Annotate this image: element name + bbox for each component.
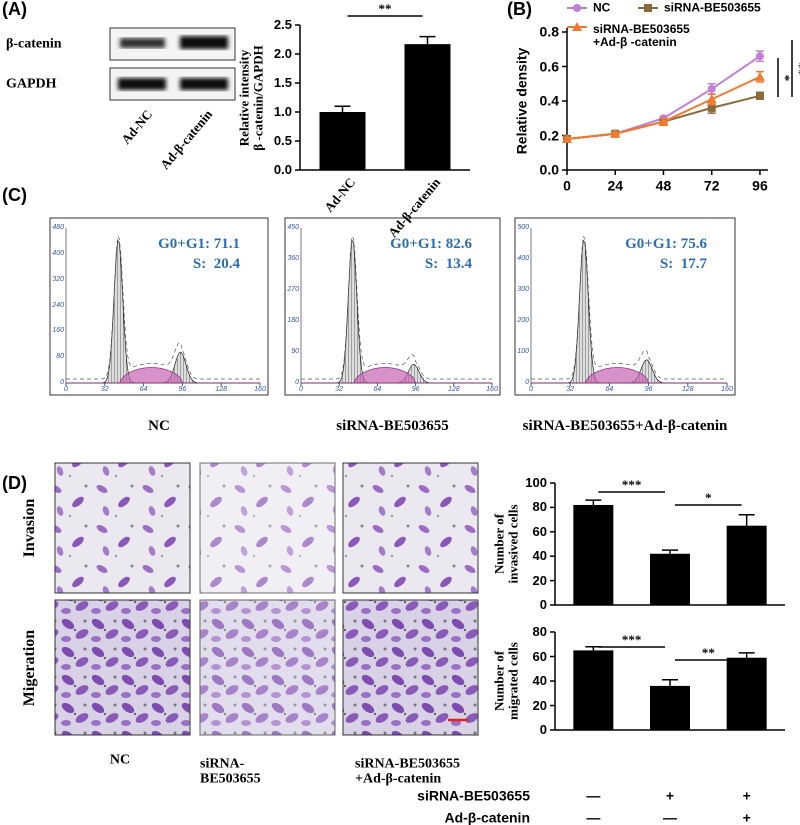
error-bar (334, 105, 351, 112)
bar (573, 504, 614, 605)
flow-frame (284, 217, 501, 396)
bar (319, 112, 366, 170)
flow-frame (514, 217, 736, 396)
marker (562, 133, 572, 143)
bar (650, 685, 690, 730)
western-blot (109, 27, 236, 101)
flow-fit (531, 235, 727, 380)
marker (707, 103, 716, 112)
series-line (566, 55, 761, 140)
marker (755, 52, 764, 61)
series-line (566, 75, 761, 140)
marker (658, 116, 669, 126)
bar (726, 525, 767, 605)
marker (573, 4, 581, 12)
marker (610, 128, 621, 138)
marker (707, 84, 716, 93)
marker (644, 4, 652, 12)
error-bar (738, 513, 755, 526)
flow-s-phase (531, 367, 727, 384)
micrographs (54, 462, 479, 736)
bar (726, 657, 767, 730)
flow-fit (301, 235, 492, 380)
error-bar (662, 549, 678, 554)
error-bar (662, 679, 678, 686)
marker (754, 71, 765, 81)
marker (706, 94, 717, 104)
bar (404, 44, 451, 170)
flow-fit (66, 235, 260, 380)
flow-s-phase (301, 367, 492, 384)
flow-s-phase (66, 367, 260, 384)
bar (573, 650, 614, 730)
bar (650, 553, 690, 605)
marker (572, 22, 582, 31)
error-bar (738, 652, 755, 658)
error-bar (585, 499, 602, 505)
error-bar (419, 35, 436, 45)
flow-frame (49, 217, 269, 396)
marker (755, 91, 764, 100)
